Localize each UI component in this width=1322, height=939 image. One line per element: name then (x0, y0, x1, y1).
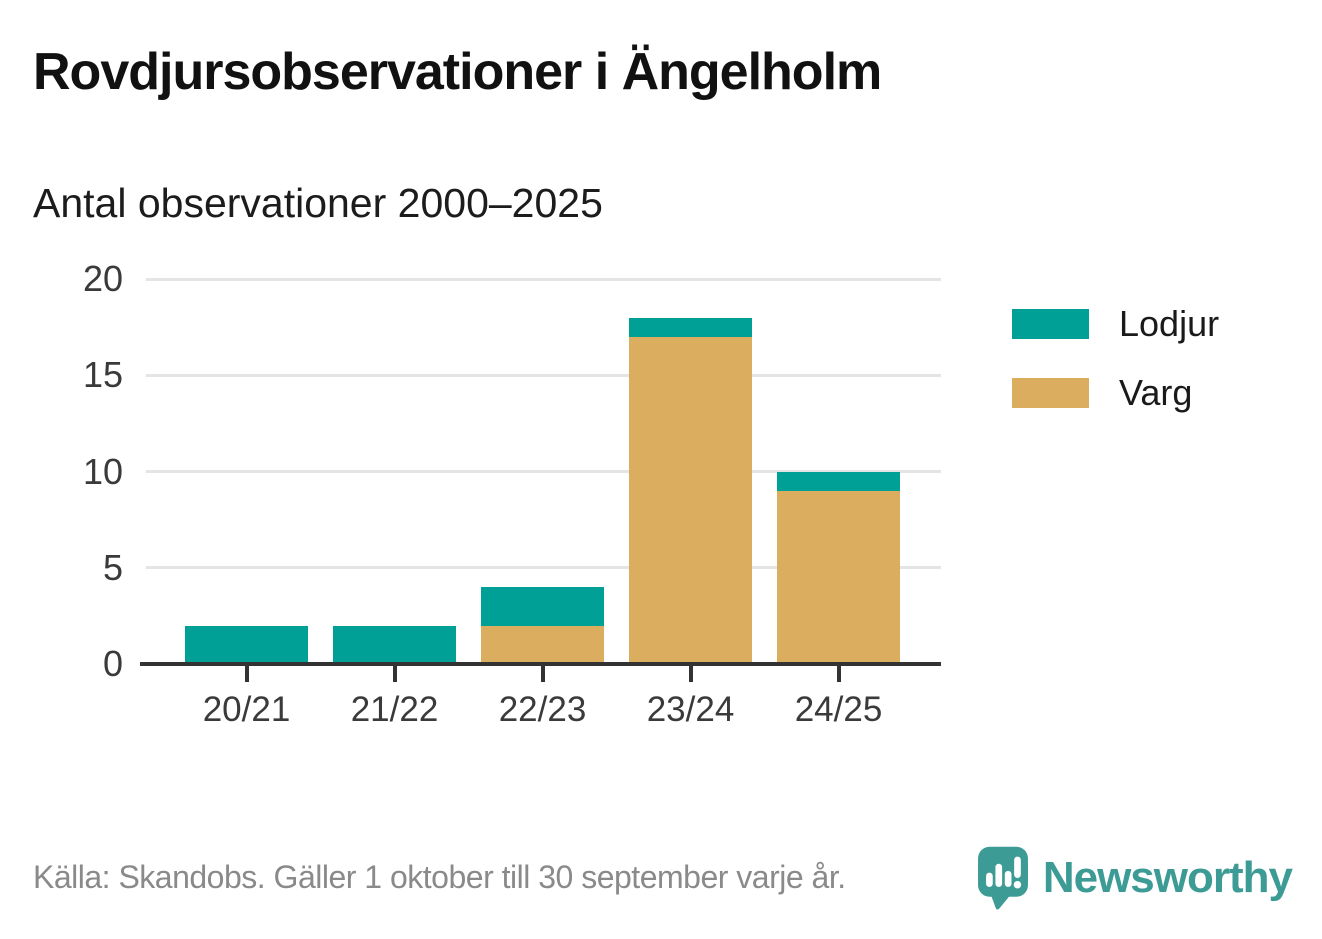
x-axis-tick-label: 24/25 (794, 690, 883, 729)
bar-23-24-lodjur (629, 317, 752, 337)
y-axis-tick-label: 5 (102, 546, 123, 588)
x-axis-tick (540, 666, 545, 682)
x-axis-tick-label: 23/24 (646, 690, 735, 729)
bar-21-22-lodjur (333, 625, 456, 664)
source-note: Källa: Skandobs. Gäller 1 oktober till 3… (33, 859, 846, 895)
legend-swatch-varg (1012, 378, 1089, 408)
x-axis-tick (392, 666, 397, 682)
bar-22-23-lodjur (481, 587, 604, 626)
x-axis-tick (688, 666, 693, 682)
legend-label: Lodjur (1119, 303, 1220, 344)
bar-24-25-lodjur (777, 471, 900, 491)
bar-23-24-varg (629, 336, 752, 664)
legend-label: Varg (1119, 372, 1193, 413)
newsworthy-logo: Newsworthy (976, 845, 1293, 911)
newsworthy-logo-text: Newsworthy (1042, 852, 1293, 902)
y-axis-tick-label: 20 (82, 258, 123, 299)
y-axis-tick-label: 15 (82, 354, 123, 396)
plot-area: 0 5 10 15 20 20/21 21/22 22/23 23/24 24/25 (83, 260, 941, 729)
bar-24-25-varg (777, 490, 900, 664)
x-axis-line (140, 662, 941, 666)
legend-swatch-lodjur (1012, 309, 1089, 339)
chart-legend: Lodjur Varg (1012, 303, 1219, 441)
legend-item-lodjur: Lodjur (1012, 303, 1219, 345)
footer: Källa: Skandobs. Gäller 1 oktober till 3… (33, 840, 1293, 915)
chart-subtitle: Antal observationer 2000–2025 (33, 180, 603, 226)
newsworthy-logo-icon (977, 846, 1028, 910)
chart-title: Rovdjursobservationer i Ängelholm (33, 43, 882, 101)
x-axis-tick (244, 666, 249, 682)
gridline-5 (146, 566, 941, 570)
x-axis-tick-label: 20/21 (202, 690, 291, 729)
x-axis-tick-label: 21/22 (350, 690, 439, 729)
bar-22-23-varg (481, 625, 604, 664)
y-axis-tick-label: 0 (102, 643, 123, 684)
y-axis-tick-label: 10 (82, 450, 123, 492)
gridline-15 (146, 373, 941, 377)
legend-item-varg: Varg (1012, 372, 1219, 414)
x-axis-tick-label: 22/23 (498, 690, 587, 729)
gridline-10 (146, 470, 941, 473)
bar-20-21-lodjur (185, 625, 308, 664)
gridline-20 (146, 277, 941, 281)
x-axis-tick (836, 666, 841, 682)
